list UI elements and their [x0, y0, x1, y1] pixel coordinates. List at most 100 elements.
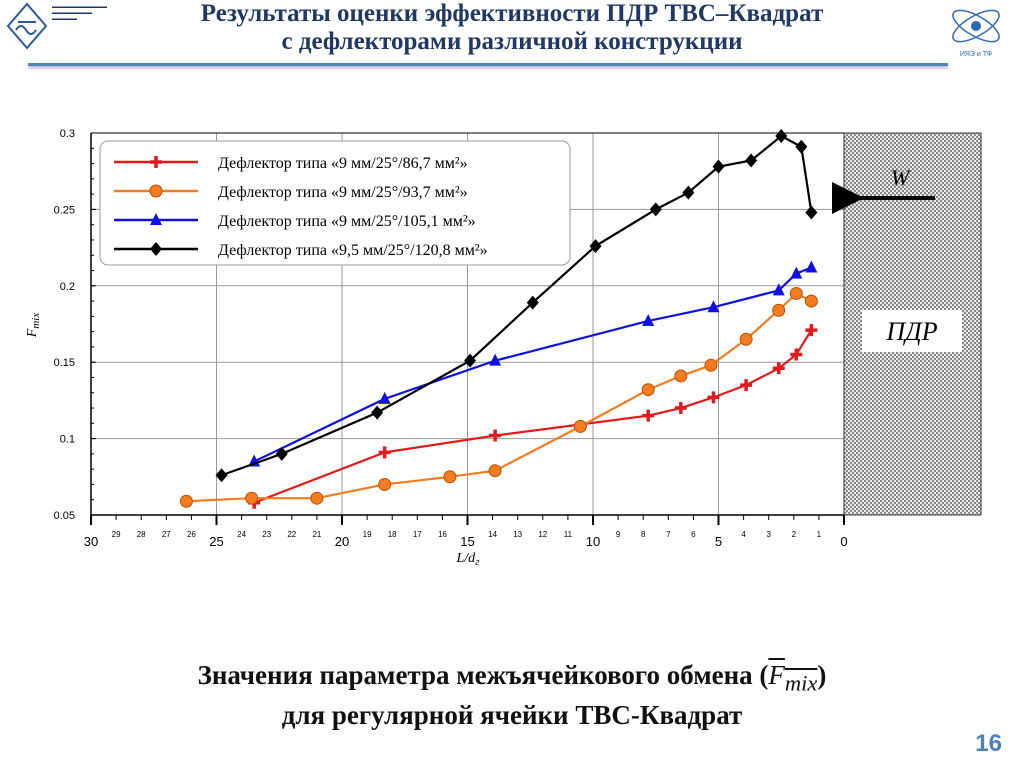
x-minor-tick-label: 2 — [792, 530, 797, 539]
x-major-tick-label: 0 — [840, 534, 847, 549]
university-logo-text: ▬▬▬▬▬▬▬▬▬▬▬ ▬▬▬▬▬▬▬▬ ▬▬▬▬▬ — [52, 4, 107, 22]
diamond-marker — [745, 153, 758, 168]
diamond-marker — [150, 242, 162, 256]
x-minor-tick-label: 11 — [564, 530, 573, 539]
diamond-marker — [712, 159, 725, 174]
x-minor-tick-label: 1 — [817, 530, 822, 539]
circle-marker — [674, 369, 688, 383]
y-tick-label: 0.25 — [54, 204, 75, 216]
diamond-marker — [775, 129, 788, 144]
x-minor-tick-label: 19 — [363, 530, 372, 539]
x-minor-tick-label: 3 — [766, 530, 771, 539]
institute-logo-text: ИЯЭ и ТФ — [960, 51, 992, 58]
y-tick-label: 0.05 — [54, 510, 75, 522]
plus-marker — [790, 348, 803, 361]
plus-marker — [707, 391, 720, 404]
x-major-tick-label: 15 — [460, 534, 474, 549]
legend-label: Дефлектор типа «9 мм/25°/93,7 мм²» — [218, 184, 468, 201]
plus-marker — [772, 362, 785, 375]
x-major-tick-label: 5 — [715, 534, 722, 549]
legend-label: Дефлектор типа «9,5 мм/25°/120,8 мм²» — [218, 242, 488, 259]
triangle-marker — [378, 391, 391, 404]
plus-marker — [674, 402, 687, 415]
circle-marker — [704, 358, 718, 372]
circle-marker — [488, 464, 502, 478]
x-minor-tick-label: 6 — [691, 530, 696, 539]
series-line — [186, 292, 812, 503]
circle-marker — [378, 477, 392, 491]
x-minor-tick-label: 29 — [112, 530, 121, 539]
x-minor-tick-label: 22 — [287, 530, 296, 539]
title-divider — [28, 63, 948, 66]
plus-marker — [805, 324, 818, 337]
circle-marker — [804, 294, 818, 308]
x-major-tick-label: 30 — [84, 534, 98, 549]
x-minor-tick-label: 9 — [616, 530, 621, 539]
diamond-marker — [682, 185, 695, 200]
y-tick-label: 0.3 — [60, 128, 75, 140]
x-minor-tick-label: 18 — [388, 530, 397, 539]
caption-line-2: для регулярной ячейки ТВС-Квадрат — [281, 700, 743, 730]
x-axis-label: L/dг — [456, 551, 481, 568]
x-minor-tick-label: 16 — [438, 530, 447, 539]
x-minor-tick-label: 17 — [413, 530, 422, 539]
legend-label: Дефлектор типа «9 мм/25°/105,1 мм²» — [218, 213, 476, 230]
caption-symbol-f: F — [768, 660, 785, 690]
x-minor-tick-label: 27 — [162, 530, 171, 539]
diamond-marker — [215, 468, 228, 483]
caption-symbol-sub: mix — [784, 670, 818, 696]
x-minor-tick-label: 8 — [641, 530, 646, 539]
triangle-marker — [150, 213, 162, 225]
plus-marker — [150, 156, 162, 168]
circle-marker — [789, 286, 803, 300]
plus-marker — [642, 409, 655, 422]
x-major-tick-label: 20 — [335, 534, 349, 549]
x-minor-tick-label: 21 — [312, 530, 321, 539]
caption-symbol: Fmix — [768, 660, 817, 695]
series-2 — [179, 286, 818, 508]
university-logo — [6, 2, 48, 50]
legend-label: Дефлектор типа «9 мм/25°/86,7 мм²» — [218, 155, 468, 172]
series-3 — [248, 260, 818, 467]
chart: ПДР W 0.05 0.1 0.15 0.2 0.25 0.3 30 25 20 15 10 5 0 2… — [25, 128, 982, 568]
plus-marker — [378, 446, 391, 459]
x-minor-tick-label: 13 — [513, 530, 522, 539]
diamond-marker — [795, 139, 808, 154]
x-major-tick-label: 25 — [209, 534, 223, 549]
circle-marker — [179, 494, 193, 508]
pdr-label-box — [862, 310, 962, 352]
plus-marker — [489, 429, 502, 442]
circle-marker — [443, 470, 457, 484]
x-minor-tick-label: 24 — [237, 530, 246, 539]
diamond-marker — [805, 205, 818, 220]
diamond-marker — [526, 295, 539, 310]
triangle-marker — [805, 260, 818, 273]
legend-box — [99, 140, 571, 266]
institute-logo: ИЯЭ и ТФ — [952, 9, 1000, 58]
x-minor-tick-label: 7 — [666, 530, 671, 539]
title-line-1: Результаты оценки эффективности ПДР ТВС–… — [200, 0, 824, 27]
triangle-marker — [642, 313, 655, 326]
y-tick-label: 0.15 — [54, 357, 75, 369]
y-axis-label: Fmix — [25, 313, 42, 339]
x-minor-tick-label: 4 — [741, 530, 746, 539]
x-major-tick-label: 10 — [586, 534, 600, 549]
circle-marker — [739, 332, 753, 346]
series-4 — [215, 129, 818, 483]
circle-marker — [573, 419, 587, 433]
circle-marker — [149, 184, 163, 198]
caption-line-1: Значения параметра межъячейкового обмена… — [0, 660, 1024, 696]
diamond-marker — [275, 446, 288, 461]
x-minor-tick-label: 14 — [488, 530, 497, 539]
page-number: 16 — [975, 730, 1002, 757]
circle-marker — [245, 491, 259, 505]
x-minor-tick-label: 23 — [262, 530, 271, 539]
flow-label: W — [891, 165, 911, 190]
triangle-marker — [790, 266, 803, 279]
triangle-marker — [707, 300, 720, 313]
diamond-marker — [649, 202, 662, 217]
diamond-marker — [371, 405, 384, 420]
circle-marker — [641, 383, 655, 397]
x-minor-tick-label: 28 — [137, 530, 146, 539]
y-tick-label: 0.1 — [60, 434, 75, 446]
